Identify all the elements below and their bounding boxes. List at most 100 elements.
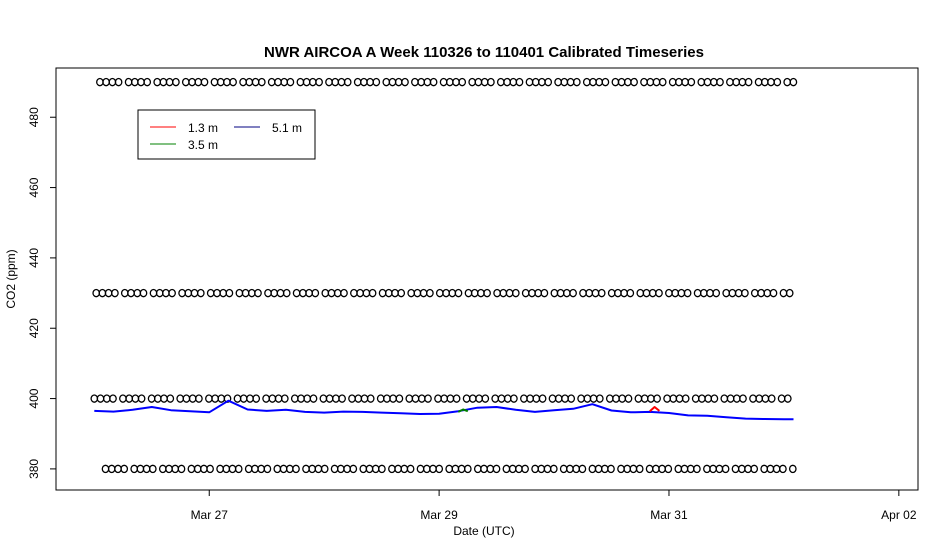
reference-marker-490 [630, 77, 638, 87]
reference-marker-380 [107, 464, 116, 474]
reference-marker-380 [559, 464, 568, 474]
reference-marker-380 [171, 464, 180, 474]
reference-marker-400 [749, 394, 757, 403]
reference-marker-380 [674, 464, 683, 474]
reference-marker-490 [716, 77, 724, 87]
reference-marker-430 [699, 288, 708, 298]
reference-marker-490 [229, 77, 237, 87]
reference-marker-430 [247, 288, 256, 298]
reference-marker-380 [737, 464, 746, 474]
reference-marker-400 [647, 394, 655, 403]
reference-marker-490 [738, 77, 747, 87]
reference-marker-490 [474, 77, 483, 87]
reference-marker-490 [726, 77, 734, 87]
reference-marker-430 [722, 288, 731, 298]
reference-marker-430 [579, 288, 587, 298]
reference-marker-380 [177, 464, 186, 474]
reference-marker-380 [388, 464, 396, 474]
reference-marker-380 [429, 464, 437, 474]
reference-marker-400 [246, 394, 254, 403]
reference-marker-490 [480, 77, 489, 87]
reference-marker-400 [761, 394, 770, 403]
reference-marker-430 [779, 288, 788, 298]
reference-marker-430 [391, 288, 399, 298]
reference-marker-430 [120, 288, 129, 298]
reference-marker-400 [188, 394, 197, 403]
reference-marker-400 [131, 394, 140, 403]
reference-marker-400 [675, 394, 684, 403]
reference-marker-380 [101, 464, 110, 474]
reference-marker-400 [153, 394, 162, 403]
x-tick-label: Mar 27 [191, 508, 229, 522]
reference-marker-490 [709, 77, 718, 87]
reference-marker-490 [200, 77, 209, 87]
reference-marker-490 [525, 77, 534, 87]
reference-marker-490 [496, 77, 505, 87]
reference-marker-490 [108, 77, 117, 87]
reference-marker-490 [331, 77, 340, 87]
y-tick-label: 420 [27, 318, 41, 338]
reference-marker-380 [731, 464, 740, 474]
reference-marker-490 [274, 77, 282, 87]
reference-marker-430 [327, 288, 336, 298]
reference-marker-380 [760, 464, 769, 474]
reference-marker-400 [777, 394, 786, 403]
reference-marker-430 [235, 288, 244, 298]
reference-marker-430 [133, 288, 142, 298]
reference-marker-400 [698, 394, 706, 403]
series-line-5-1-m [94, 399, 794, 421]
reference-marker-430 [368, 288, 377, 298]
reference-marker-430 [712, 288, 721, 298]
reference-marker-430 [155, 288, 164, 298]
reference-marker-490 [554, 77, 562, 87]
reference-marker-380 [629, 464, 638, 474]
reference-marker-430 [477, 288, 485, 298]
reference-marker-490 [566, 77, 575, 87]
reference-marker-490 [697, 77, 706, 87]
reference-marker-490 [623, 77, 632, 87]
reference-marker-400 [653, 394, 661, 403]
reference-marker-400 [589, 394, 598, 403]
reference-marker-490 [159, 77, 168, 87]
reference-marker-380 [200, 464, 208, 474]
reference-marker-490 [296, 77, 305, 87]
reference-marker-430 [614, 288, 622, 298]
reference-marker-490 [239, 77, 247, 87]
reference-marker-490 [382, 77, 391, 87]
reference-marker-430 [299, 288, 307, 298]
reference-marker-380 [330, 464, 339, 474]
reference-marker-380 [623, 464, 632, 474]
reference-marker-490 [114, 77, 123, 87]
reference-marker-430 [528, 288, 536, 298]
reference-marker-430 [276, 288, 285, 298]
reference-marker-400 [577, 394, 585, 403]
reference-marker-380 [721, 464, 730, 474]
reference-marker-430 [362, 288, 371, 298]
reference-marker-430 [591, 288, 600, 298]
reference-marker-380 [279, 464, 288, 474]
y-tick-label: 400 [27, 388, 41, 408]
reference-marker-400 [691, 394, 700, 403]
reference-marker-400 [239, 394, 248, 403]
reference-marker-400 [233, 394, 242, 403]
reference-marker-430 [693, 288, 702, 298]
reference-marker-380 [457, 464, 466, 474]
reference-marker-400 [783, 394, 792, 403]
reference-marker-490 [343, 77, 352, 87]
reference-marker-490 [257, 77, 266, 87]
reference-marker-380 [406, 464, 415, 474]
reference-marker-380 [750, 464, 759, 474]
reference-marker-430 [384, 288, 393, 298]
reference-marker-400 [624, 394, 633, 403]
reference-marker-430 [178, 288, 186, 298]
reference-marker-430 [104, 288, 113, 298]
reference-marker-490 [401, 77, 409, 87]
reference-marker-400 [583, 394, 592, 403]
reference-marker-490 [245, 77, 254, 87]
reference-marker-400 [526, 394, 534, 403]
reference-marker-380 [686, 464, 695, 474]
reference-marker-380 [130, 464, 139, 474]
reference-marker-430 [162, 288, 170, 298]
reference-marker-400 [491, 394, 500, 403]
